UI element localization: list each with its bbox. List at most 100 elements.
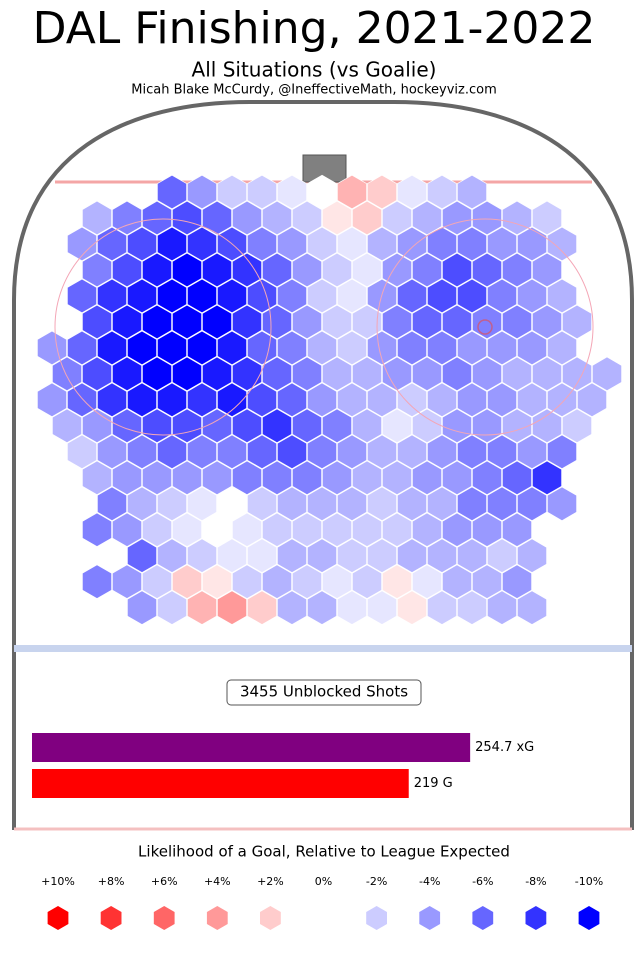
hex (487, 278, 517, 314)
hex (82, 460, 112, 495)
hex (337, 174, 367, 210)
legend-label: -4% (419, 875, 440, 888)
hex (202, 200, 232, 236)
hex (247, 538, 277, 573)
hex (187, 486, 217, 521)
hex (82, 356, 112, 392)
legend-label: +4% (204, 875, 231, 888)
hex (277, 538, 307, 573)
hex (442, 460, 472, 495)
hex (532, 460, 562, 495)
hex (187, 382, 217, 418)
hex (337, 434, 367, 469)
hex (157, 278, 187, 314)
hex (397, 278, 427, 314)
hex (112, 512, 142, 547)
legend-title: Likelihood of a Goal, Relative to League… (138, 843, 510, 861)
hex (427, 434, 457, 469)
hex (172, 512, 202, 547)
hex (367, 382, 397, 418)
hex (217, 382, 247, 418)
hex (52, 356, 82, 392)
hex (502, 564, 532, 599)
hex (232, 564, 262, 599)
hex (322, 564, 352, 599)
hex (82, 512, 112, 547)
hex (547, 226, 577, 262)
hex (67, 434, 97, 469)
hex (232, 356, 262, 392)
hex (247, 226, 277, 262)
hex (172, 200, 202, 236)
hex (487, 226, 517, 262)
hex (307, 330, 337, 366)
hex (517, 434, 547, 469)
legend-hex (366, 906, 387, 930)
hex (67, 382, 97, 418)
hex (322, 512, 352, 547)
hex (112, 564, 142, 599)
hex (442, 564, 472, 599)
hex (142, 564, 172, 599)
hex (502, 408, 532, 443)
hex (127, 382, 157, 418)
hex (82, 304, 112, 340)
hex (427, 486, 457, 521)
hex (562, 356, 592, 392)
hex (97, 382, 127, 418)
hex (352, 512, 382, 547)
hex (97, 278, 127, 314)
hex (292, 304, 322, 340)
hex (232, 304, 262, 340)
hex (337, 538, 367, 573)
hex (202, 252, 232, 288)
hex (277, 382, 307, 418)
hex (292, 460, 322, 495)
hex (292, 200, 322, 236)
hex (247, 174, 277, 210)
hex (112, 408, 142, 443)
hex (532, 356, 562, 392)
hex (262, 252, 292, 288)
hex (187, 330, 217, 366)
hex (127, 590, 157, 625)
hex (382, 408, 412, 443)
hex (442, 408, 472, 443)
hex (202, 512, 232, 547)
hex (112, 304, 142, 340)
hex (367, 174, 397, 210)
hex (502, 304, 532, 340)
hex (277, 590, 307, 625)
hex (322, 252, 352, 288)
hex (127, 278, 157, 314)
hex (217, 486, 247, 521)
hex (112, 200, 142, 236)
hex (502, 512, 532, 547)
legend-hex (47, 906, 69, 930)
hex (337, 382, 367, 418)
hex (412, 460, 442, 495)
hex (307, 278, 337, 314)
hex (307, 382, 337, 418)
hex (457, 174, 487, 210)
hex (397, 538, 427, 573)
hex (322, 408, 352, 443)
hex (337, 278, 367, 314)
hex (442, 304, 472, 340)
hex (397, 486, 427, 521)
hex (457, 590, 487, 625)
hex (157, 330, 187, 366)
hex (187, 278, 217, 314)
hex (352, 200, 382, 236)
hex (82, 200, 112, 236)
hex (247, 590, 277, 625)
hex (472, 564, 502, 599)
hex (472, 512, 502, 547)
hex (232, 252, 262, 288)
hex (187, 434, 217, 469)
hex (307, 174, 337, 210)
hex (442, 512, 472, 547)
hex (502, 252, 532, 288)
hex (382, 564, 412, 599)
hex (157, 590, 187, 625)
